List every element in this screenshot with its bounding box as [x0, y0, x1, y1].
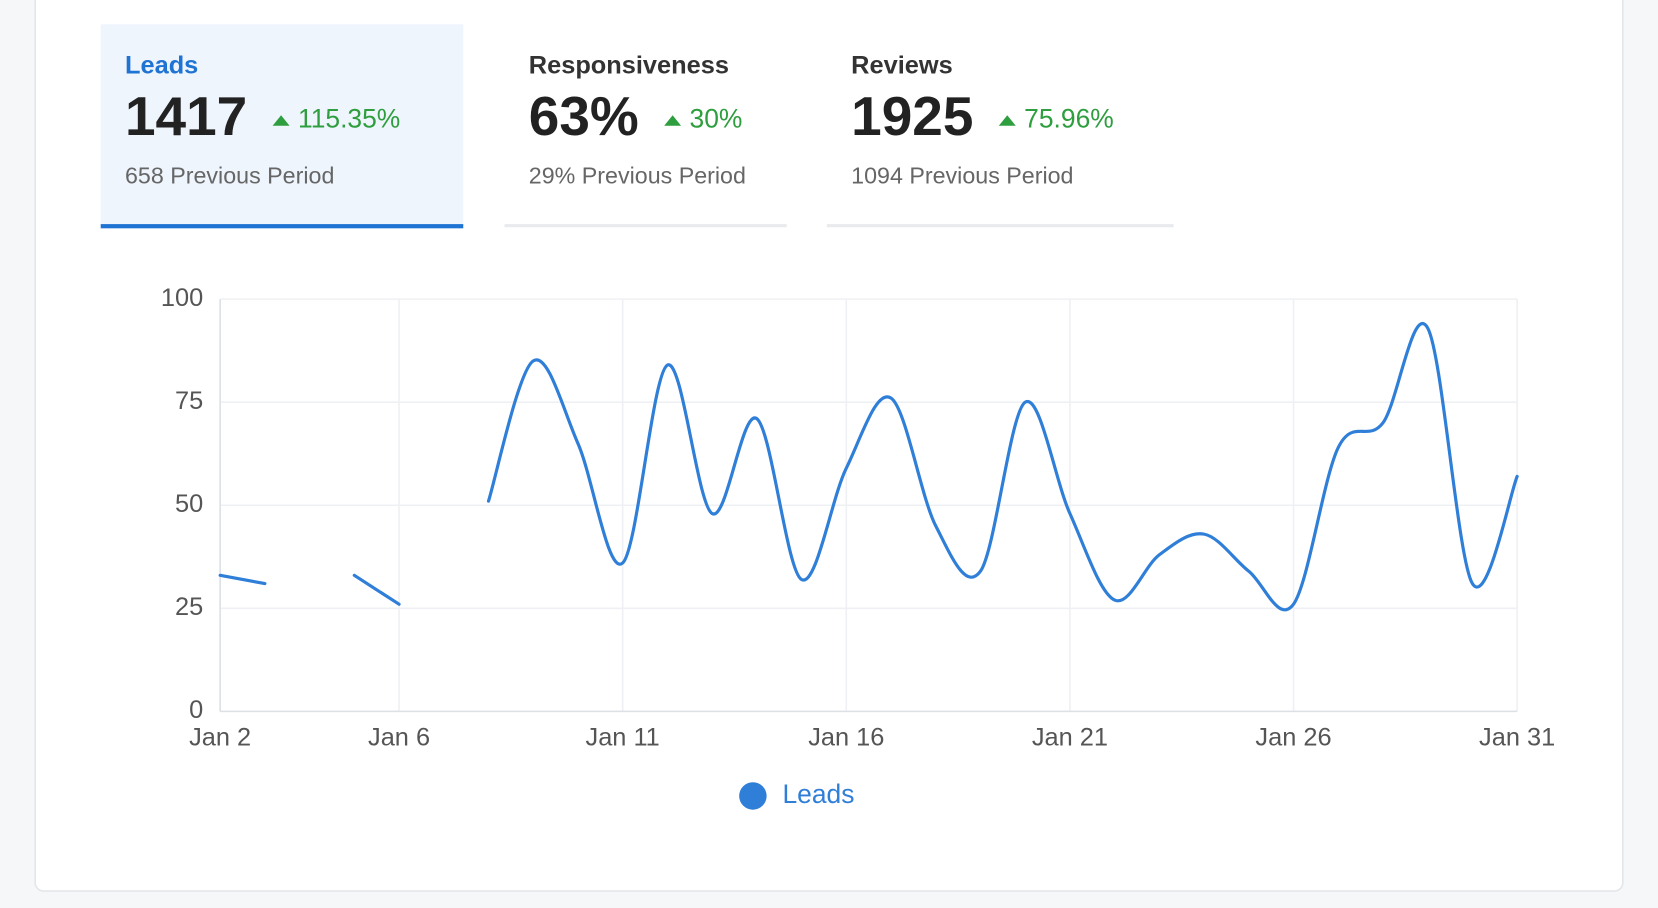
y-tick-label: 0 — [189, 696, 203, 724]
tab-label: Responsiveness — [529, 51, 729, 79]
up-arrow — [998, 115, 1016, 126]
up-arrow — [272, 115, 290, 126]
legend-swatch — [739, 782, 767, 810]
line-series — [218, 322, 1519, 612]
tab-previous: 29% Previous Period — [529, 163, 746, 189]
tab-value: 63% — [529, 85, 639, 147]
x-tick-label: Jan 16 — [808, 724, 884, 752]
y-tick-label: 75 — [175, 387, 203, 415]
legend-label: Leads — [782, 779, 854, 809]
metric-tab[interactable]: Responsiveness 63% 30% 29% Previous Period — [504, 51, 787, 228]
y-tick-label: 25 — [175, 593, 203, 621]
y-tick-label: 50 — [175, 490, 203, 518]
chart: 0 25 50 75 100 Jan 2 Jan 6 Jan 11 Jan 16 Jan 21 Ja… — [161, 284, 1555, 810]
legend-item[interactable]: Leads — [739, 779, 854, 810]
up-arrow — [664, 115, 682, 126]
x-tick-label: Jan 31 — [1479, 724, 1555, 752]
tab-value: 1417 — [125, 85, 247, 147]
x-tick-label: Jan 21 — [1032, 724, 1108, 752]
tab-change: 30% — [690, 103, 743, 133]
tab-underline — [100, 224, 464, 229]
tab-label: Reviews — [851, 51, 953, 79]
x-tick-label: Jan 2 — [189, 724, 251, 752]
x-tick-label: Jan 26 — [1255, 724, 1331, 752]
metric-tab[interactable]: Leads 1417 115.35% 658 Previous Period — [100, 24, 464, 229]
y-tick-label: 100 — [161, 284, 203, 312]
tab-previous: 1094 Previous Period — [851, 163, 1073, 189]
x-tick-label: Jan 11 — [586, 724, 660, 752]
x-tick-label: Jan 6 — [368, 724, 430, 752]
tab-previous: 658 Previous Period — [125, 163, 334, 189]
tab-value: 1925 — [851, 85, 973, 147]
tab-label: Leads — [125, 51, 198, 79]
tab-change: 115.35% — [298, 103, 400, 133]
metric-tabs: Leads 1417 115.35% 658 Previous Period Respo… — [100, 24, 1174, 229]
tab-underline — [826, 224, 1174, 228]
metric-tab[interactable]: Reviews 1925 75.96% 1094 Previous Period — [826, 51, 1174, 228]
tab-underline — [504, 224, 787, 228]
tab-change: 75.96% — [1024, 103, 1114, 133]
